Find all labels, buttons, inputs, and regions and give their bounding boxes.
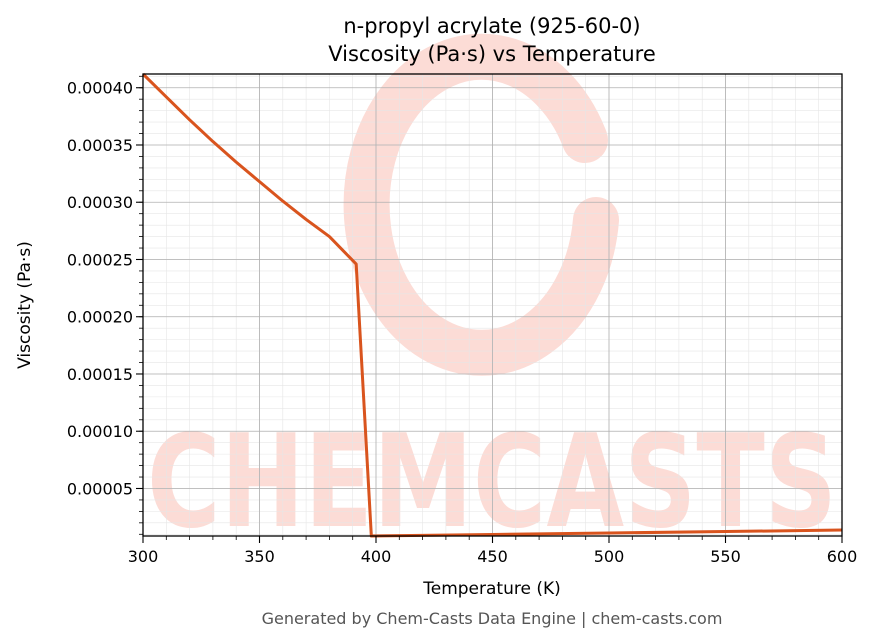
viscosity-line: [141, 72, 843, 538]
x-tick-label: 450: [477, 547, 508, 566]
x-tick-label: 550: [710, 547, 741, 566]
x-axis-label: Temperature (K): [422, 579, 561, 599]
y-tick-label: 0.00010: [67, 422, 133, 441]
series-layer: [141, 72, 843, 538]
watermark-logo-c: [343, 33, 619, 376]
x-tick-label: 300: [128, 547, 159, 566]
y-tick-label: 0.00030: [67, 193, 133, 212]
y-axis-label: Viscosity (Pa·s): [15, 241, 35, 369]
x-tick-label: 500: [594, 547, 625, 566]
y-tick-label: 0.00025: [67, 250, 133, 269]
y-tick-label: 0.00035: [67, 136, 133, 155]
chart-title: n-propyl acrylate (925-60-0): [343, 14, 640, 38]
major-grid: [142, 74, 843, 536]
y-tick-label: 0.00005: [67, 479, 133, 498]
y-tick-label: 0.00040: [67, 79, 133, 98]
x-axis: 300 350 400 450 500 550 600: [128, 536, 858, 566]
x-tick-label: 400: [361, 547, 392, 566]
y-tick-label: 0.00015: [67, 365, 133, 384]
y-axis: 0.00005 0.00010 0.00015 0.00020 0.00025 0.000…: [67, 75, 143, 535]
chart-subtitle: Viscosity (Pa·s) vs Temperature: [328, 42, 656, 66]
footer-credit: Generated by Chem-Casts Data Engine | ch…: [262, 609, 723, 628]
x-tick-label: 600: [827, 547, 858, 566]
watermark: CHEMCASTS: [147, 33, 837, 557]
x-tick-label: 350: [244, 547, 275, 566]
y-tick-label: 0.00020: [67, 308, 133, 327]
